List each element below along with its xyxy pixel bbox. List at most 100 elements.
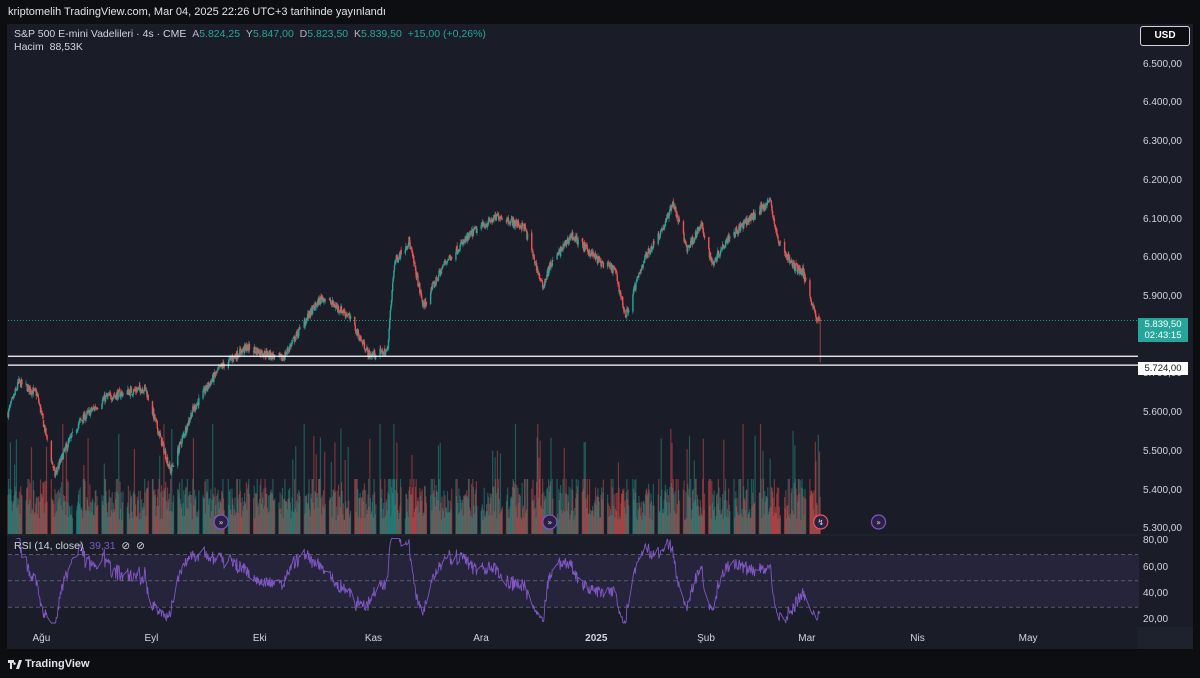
eye-off-icon[interactable]: ⊘ <box>136 540 145 552</box>
candle-body <box>664 225 666 228</box>
candle-body <box>727 234 730 241</box>
volume-bar <box>472 487 474 534</box>
candle-body <box>702 228 705 234</box>
candle-body <box>642 264 644 269</box>
volume-bar <box>55 493 57 534</box>
volume-bar <box>576 486 579 534</box>
volume-bar <box>446 512 448 534</box>
candle-body <box>589 256 591 258</box>
volume-bar <box>181 479 183 534</box>
candle-body <box>316 301 319 306</box>
candle-body <box>522 224 525 227</box>
candle-body <box>543 287 545 289</box>
volume-bar <box>43 512 45 534</box>
candle-body <box>77 429 79 431</box>
candle-body <box>91 409 93 412</box>
candle-body <box>540 278 542 280</box>
candle-body <box>788 255 791 262</box>
candle-body <box>136 389 138 392</box>
volume-bar <box>662 508 664 534</box>
currency-button[interactable]: USD <box>1140 26 1190 46</box>
volume-bar <box>265 493 267 534</box>
volume-bar <box>613 505 615 534</box>
volume-bar <box>333 492 335 534</box>
volume-bar <box>214 487 216 534</box>
volume-bar <box>136 496 139 534</box>
candle-body <box>441 268 443 270</box>
candle-body <box>699 227 701 231</box>
tradingview-logo[interactable]: TradingView <box>8 658 90 670</box>
dividend-icon[interactable]: » <box>542 514 558 530</box>
dividend-icon[interactable]: » <box>870 514 887 530</box>
volume-bar <box>533 509 535 534</box>
volume-bar <box>39 501 41 534</box>
candle-body <box>32 388 34 394</box>
candle-body <box>328 298 331 301</box>
candle-body <box>661 229 663 230</box>
dividend-icon[interactable]: » <box>213 514 229 530</box>
volume-bar <box>63 501 65 534</box>
candle-body <box>783 241 786 253</box>
volume-bar <box>744 500 746 534</box>
level-price-tag[interactable]: 5.724,00 <box>1138 362 1188 375</box>
volume-bar <box>129 490 131 534</box>
candle-body <box>97 408 99 409</box>
volume-bar <box>270 489 272 534</box>
candle-body <box>133 389 135 393</box>
candle-body <box>476 228 478 234</box>
volume-bar <box>358 497 360 534</box>
volume-bar <box>281 487 284 534</box>
candle-body <box>414 265 417 271</box>
volume-bar <box>700 514 703 534</box>
candle-body <box>703 232 705 237</box>
volume-bar <box>184 488 187 534</box>
volume-bar <box>203 498 205 534</box>
earnings-icon[interactable]: ↯ <box>813 514 829 530</box>
svg-text:»: » <box>547 518 552 527</box>
candle-body <box>405 246 407 251</box>
volume-bar <box>379 424 381 534</box>
candle-body <box>635 283 637 290</box>
candle-body <box>714 259 717 262</box>
candle-body <box>482 224 485 225</box>
volume-bar <box>122 491 124 534</box>
candle-body <box>771 210 774 216</box>
volume-bar <box>443 490 445 534</box>
volume-bar <box>764 501 766 534</box>
volume-bar <box>393 424 395 534</box>
rsi-band <box>8 554 1139 608</box>
volume-bar <box>77 502 79 534</box>
candle-body <box>412 255 414 257</box>
candle-body <box>490 221 492 223</box>
volume-bar <box>442 510 444 534</box>
volume-bar <box>784 496 786 534</box>
rsi-label: RSI (14, close) <box>14 540 84 552</box>
candle-body <box>422 303 425 307</box>
volume-bar <box>499 513 501 534</box>
candle-body <box>211 379 213 383</box>
candle-body <box>110 398 113 400</box>
volume-bar <box>58 498 60 534</box>
candle-body <box>37 394 39 397</box>
rsi-pane[interactable] <box>7 536 1138 627</box>
candle-body <box>665 218 668 221</box>
volume-bar <box>263 488 265 534</box>
volume-bar <box>307 493 310 534</box>
volume-bar <box>441 496 443 534</box>
candle-body <box>430 287 432 294</box>
volume-bar <box>44 481 46 534</box>
main-pane[interactable] <box>7 24 1138 534</box>
volume-bar <box>587 494 589 534</box>
volume-bar <box>772 497 774 534</box>
volume-bar <box>644 494 647 534</box>
candle-body <box>722 244 724 247</box>
candle-body <box>208 384 210 388</box>
volume-bar <box>158 479 160 534</box>
time-axis[interactable] <box>7 627 1138 649</box>
time-tick-label: Eki <box>252 633 267 644</box>
volume-bar <box>190 503 192 534</box>
candle-body <box>165 451 167 460</box>
eye-off-icon[interactable]: ⊘ <box>121 540 131 552</box>
volume-bar <box>384 515 387 534</box>
